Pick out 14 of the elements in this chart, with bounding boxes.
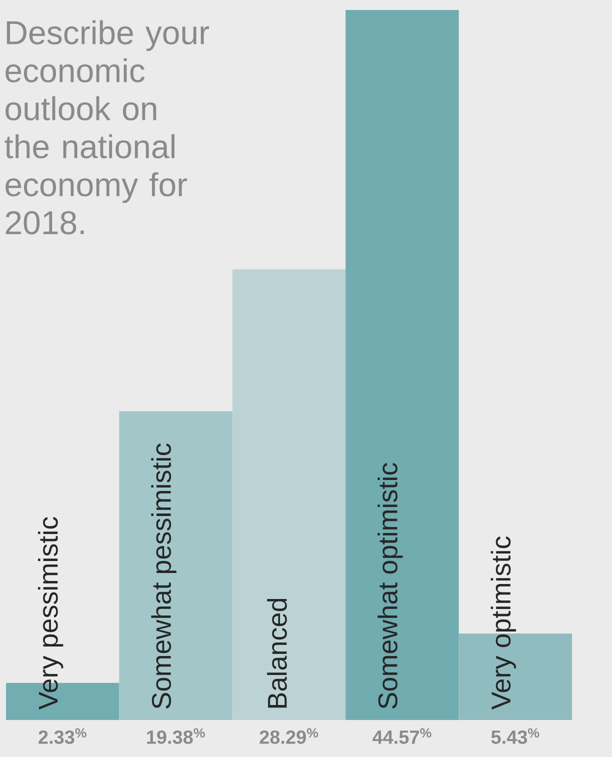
x-tick-label: Very optimistic [490, 536, 516, 710]
x-tick-label: Somewhat pessimistic [151, 443, 176, 709]
x-tick-label: Somewhat optimistic [378, 462, 403, 709]
bar [119, 411, 232, 720]
data-label: 28.29$^{%}$ [260, 728, 318, 744]
data-label: 5.43$^{%}$ [491, 728, 540, 744]
x-tick-label: Very pessimistic [38, 516, 64, 710]
bar [346, 10, 459, 720]
x-tick-label: Balanced [267, 598, 287, 708]
text: Describe your economic outlook on the national economy for 2018. [4, 20, 210, 234]
data-label: 19.38$^{%}$ [147, 728, 205, 744]
data-label: 2.33$^{%}$ [38, 728, 86, 744]
data-label: 44.57$^{%}$ [372, 728, 432, 744]
bar [232, 269, 346, 720]
